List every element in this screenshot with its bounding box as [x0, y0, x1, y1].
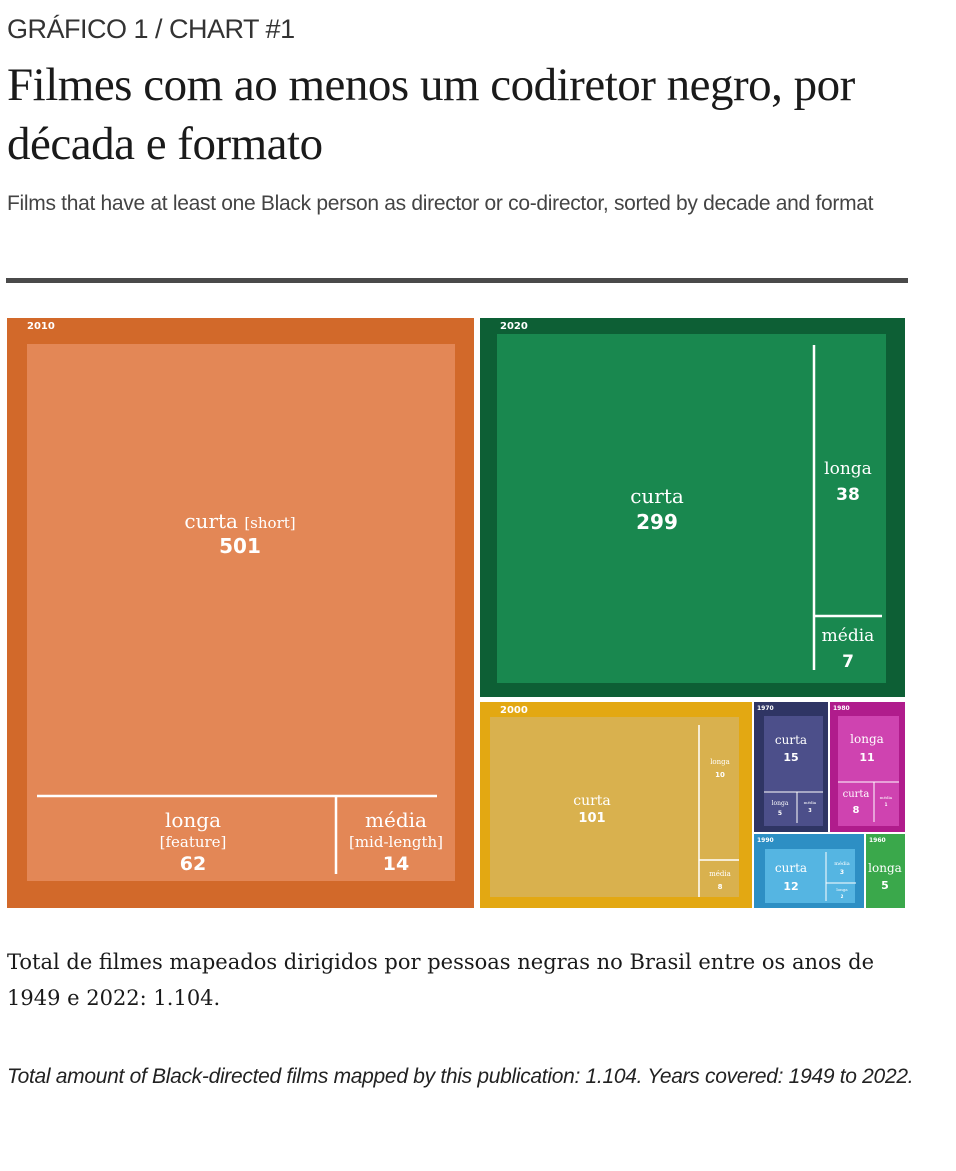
cell-value-media: 1 [885, 802, 888, 807]
cell-label-curta: curta [775, 861, 807, 875]
cell-label-curta: curta [775, 733, 807, 747]
cell-value-longa: 5 [778, 810, 782, 817]
cell-label-media: média [834, 860, 850, 867]
cell-value-media: 14 [383, 853, 409, 875]
cell-label-media: média [804, 800, 817, 805]
cell-value-curta: 15 [783, 751, 798, 764]
cell-label-curta: curta [573, 793, 611, 809]
cell-value-longa: 11 [859, 751, 874, 764]
decade-fill-1980 [838, 716, 899, 826]
decade-block-2010: 2010 curta [short]501 longa[feature] 62 médi… [7, 318, 474, 908]
chart-subtitle: Films that have at least one Black perso… [7, 192, 874, 215]
cell-value-curta: 8 [853, 805, 860, 816]
cell-value-curta: 299 [636, 510, 678, 534]
decade-label-1960: 1960 [869, 837, 886, 844]
cell-value-media: 8 [718, 883, 723, 891]
decade-label-1990: 1990 [757, 837, 774, 844]
cell-label-media: média [365, 808, 427, 832]
cell-label-media: média [822, 626, 875, 646]
cell-value-curta: 501 [219, 534, 261, 558]
decade-block-1980: 1980 longa 11 curta 8 média 1 [830, 702, 905, 832]
cell-value-longa: 10 [715, 771, 725, 779]
decade-block-1960: 1960 longa 5 [866, 834, 905, 908]
cell-label-longa: longa [824, 459, 872, 479]
cell-label-media: média [709, 870, 731, 878]
chart-kicker: GRÁFICO 1 / CHART #1 [7, 14, 295, 44]
cell-label-longa: longa [850, 732, 884, 746]
decade-label-2020: 2020 [500, 321, 528, 332]
decade-label-2010: 2010 [27, 321, 55, 332]
cell-label-longa: longa [710, 758, 730, 766]
decade-fill-1990 [765, 849, 855, 903]
decade-block-2000: 2000 curta 101 longa 10 média 8 [480, 702, 752, 908]
cell-sublabel-longa: [feature] [160, 833, 227, 851]
total-note-pt: Total de filmes mapeados dirigidos por p… [7, 950, 875, 1010]
total-note-en: Total amount of Black-directed films map… [7, 1065, 914, 1088]
decade-label-1980: 1980 [833, 705, 850, 712]
cell-value-longa: 5 [881, 879, 889, 892]
cell-value-curta: 101 [578, 811, 605, 826]
cell-label-media: média [880, 795, 893, 800]
decade-fill-2020 [497, 334, 886, 683]
cell-label-curta: curta [630, 484, 684, 508]
cell-label-curta: curta [843, 789, 870, 800]
decade-block-1970: 1970 curta 15 longa 5 média 3 [754, 702, 828, 832]
title-divider [6, 278, 908, 283]
chart-title: Filmes com ao menos um codiretor negro, … [7, 59, 855, 170]
cell-label-curta: curta [short] [184, 509, 295, 533]
cell-value-media: 3 [808, 808, 812, 814]
cell-value-longa: 38 [836, 485, 860, 505]
cell-value-longa: 2 [841, 894, 844, 899]
cell-value-longa: 62 [180, 853, 206, 875]
cell-label-longa: longa [836, 887, 848, 892]
decade-frame-1960 [866, 834, 905, 908]
cell-label-longa: longa [868, 861, 902, 875]
cell-value-media: 3 [840, 869, 844, 876]
decade-block-1990: 1990 curta 12 média 3 longa 2 [754, 834, 864, 908]
decade-label-1970: 1970 [757, 705, 774, 712]
decade-fill-2000 [490, 717, 739, 897]
cell-label-longa: longa [772, 800, 789, 807]
decade-fill-1970 [764, 716, 823, 826]
cell-sublabel-media: [mid-length] [349, 833, 443, 851]
cell-value-media: 7 [842, 652, 854, 672]
cell-value-curta: 12 [783, 880, 798, 893]
decade-fill-2010 [27, 344, 455, 881]
decade-label-2000: 2000 [500, 705, 528, 716]
cell-label-longa: longa [165, 808, 221, 832]
